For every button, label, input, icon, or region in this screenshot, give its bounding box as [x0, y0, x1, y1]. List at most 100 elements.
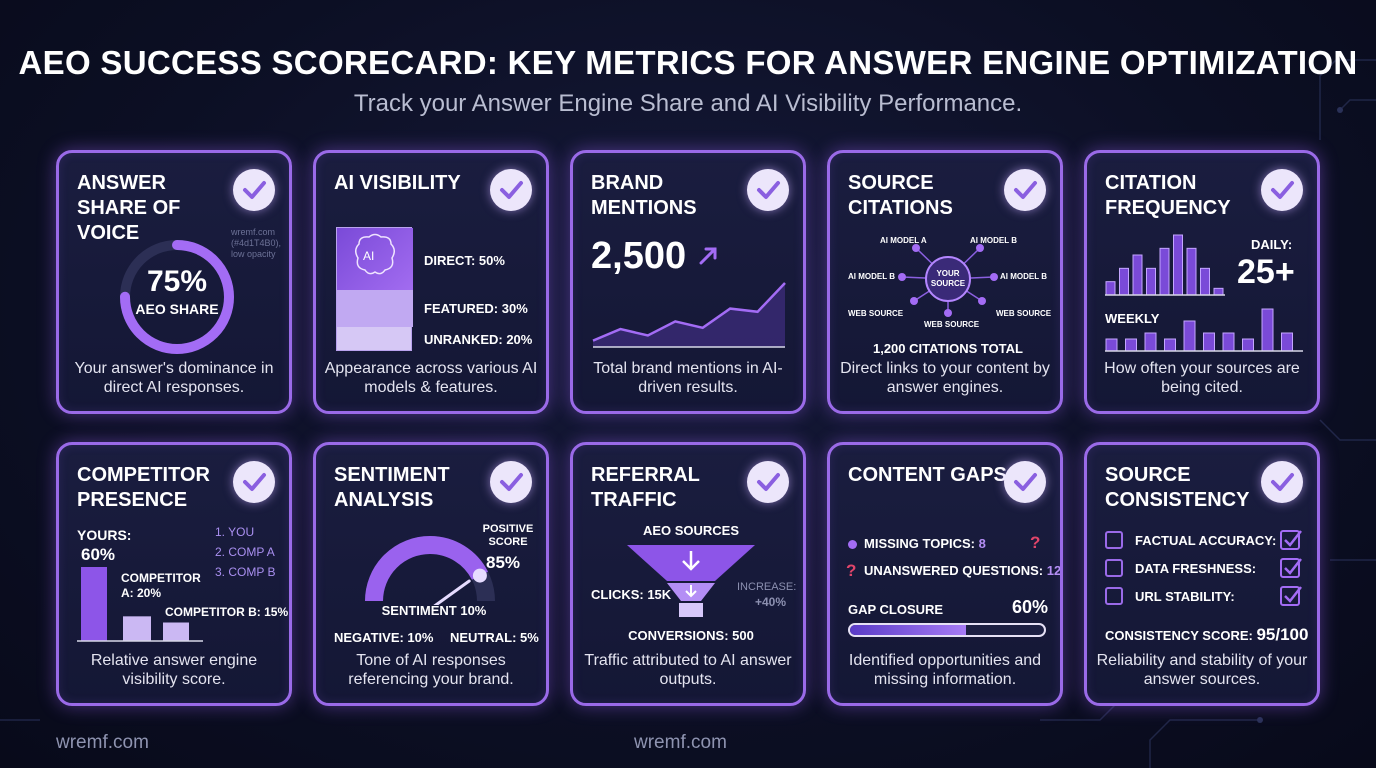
competitor-bar	[123, 616, 151, 641]
neutral-value: NEUTRAL: 5%	[450, 630, 539, 645]
card-description: Relative answer engine visibility score.	[90, 652, 258, 688]
consistency-item: FACTUAL ACCURACY:	[1135, 533, 1277, 548]
consistency-item: URL STABILITY:	[1135, 589, 1235, 604]
card-brand-mentions: BRAND MENTIONS 2,500 Total brand mention…	[570, 150, 806, 414]
card-title: SOURCE CITATIONS	[848, 172, 953, 219]
card-description: Total brand mentions in AI-driven result…	[593, 360, 783, 396]
card-description: Traffic attributed to AI answer outputs.	[584, 652, 792, 688]
checked-box-icon	[1280, 558, 1302, 578]
share-value: 75%	[146, 265, 208, 298]
bullet-icon	[848, 540, 857, 549]
rank-item: 2. COMP A	[215, 545, 275, 559]
check-icon	[1261, 461, 1303, 503]
positive-label: POSITIVE SCORE	[482, 523, 534, 548]
citation-node: WEB SOURCE	[848, 309, 904, 318]
watermark-note: wremf.com (#4d1T4B0), low opacity	[231, 227, 282, 259]
card-title: ANSWER SHARE OF VOICE	[77, 172, 181, 244]
daily-bar	[1132, 254, 1143, 296]
negative-value: NEGATIVE: 10%	[334, 630, 434, 645]
card-title: SOURCE CONSISTENCY	[1105, 464, 1250, 511]
check-icon	[490, 461, 532, 503]
competitor-bar-chart	[77, 567, 203, 642]
card-title: SENTIMENT ANALYSIS	[334, 464, 450, 511]
visibility-direct: DIRECT: 50%	[424, 253, 505, 268]
citation-node: AI MODEL B	[970, 236, 1017, 245]
gap-closure-value: 60%	[1012, 597, 1049, 617]
daily-bar	[1200, 267, 1210, 296]
traffic-funnel	[627, 545, 755, 617]
consistency-item: DATA FRESHNESS:	[1135, 561, 1257, 576]
check-icon	[1261, 169, 1303, 211]
conversions-value: CONVERSIONS: 500	[628, 628, 754, 643]
yours-value: 60%	[81, 545, 116, 564]
positive-value: 85%	[486, 553, 521, 572]
card-source-citations: SOURCE CITATIONS YOUR SOURCE AI MODEL A …	[827, 150, 1063, 414]
page-subtitle: Track your Answer Engine Share and AI Vi…	[353, 90, 1023, 117]
citation-node: AI MODEL A	[880, 236, 927, 245]
card-title: BRAND MENTIONS	[591, 172, 697, 219]
card-description: Reliability and stability of your answer…	[1096, 652, 1308, 688]
consistency-score: CONSISTENCY SCORE: 95/100	[1105, 625, 1309, 644]
competitor-b: COMPETITOR B: 15%	[165, 605, 289, 619]
page-title: AEO SUCCESS SCORECARD: KEY METRICS FOR A…	[18, 44, 1358, 81]
check-icon	[747, 461, 789, 503]
weekly-bar	[1144, 332, 1157, 352]
gap-closure-fill	[850, 625, 967, 635]
card-ai-visibility: AI VISIBILITY AI DIRECT: 50% FEATURED: 3…	[313, 150, 549, 414]
rank-item: 1. YOU	[215, 525, 255, 539]
daily-bar	[1186, 247, 1197, 296]
aeo-sources: AEO SOURCES	[642, 523, 740, 538]
checkbox-icon	[1105, 587, 1123, 605]
citation-center: YOUR SOURCE	[930, 269, 966, 288]
weekly-bar	[1164, 338, 1176, 352]
card-description: Appearance across various AI models & fe…	[324, 360, 538, 396]
check-icon	[233, 461, 275, 503]
mentions-line	[592, 282, 786, 342]
weekly-bar	[1125, 338, 1137, 352]
check-icon	[233, 169, 275, 211]
weekly-bar	[1203, 332, 1215, 352]
weekly-bar-chart	[1105, 308, 1303, 352]
check-icon	[490, 169, 532, 211]
daily-bar	[1159, 247, 1170, 296]
card-description: Your answer's dominance in direct AI res…	[74, 360, 274, 396]
sentiment-gauge	[365, 536, 495, 605]
visibility-featured-segment	[337, 290, 413, 327]
daily-bar-chart	[1105, 234, 1225, 296]
card-description: Direct links to your content by answer e…	[840, 360, 1050, 396]
gap-closure-bar	[848, 623, 1046, 637]
checked-box-icon	[1280, 530, 1302, 550]
mentions-area-chart	[592, 282, 786, 348]
increase-value: +40%	[755, 595, 787, 609]
question-icon: ?	[846, 561, 857, 580]
footer-watermark-center: wremf.com	[634, 732, 727, 753]
weekly-bar	[1281, 332, 1293, 352]
brain-icon	[355, 233, 395, 275]
card-answer-share: ANSWER SHARE OF VOICE wremf.com (#4d1T4B…	[56, 150, 292, 414]
card-referral-traffic: REFERRAL TRAFFIC AEO SOURCES CLICKS: 15K…	[570, 442, 806, 706]
card-title: CONTENT GAPS	[848, 464, 1007, 486]
citations-total: 1,200 CITATIONS TOTAL	[872, 341, 1023, 356]
card-title: CITATION FREQUENCY	[1105, 172, 1231, 219]
citation-network	[898, 244, 998, 317]
unanswered-questions: UNANSWERED QUESTIONS: 12	[864, 563, 1062, 578]
competitor-a: COMPETITOR A: 20%	[121, 571, 201, 600]
daily-bar	[1119, 267, 1129, 296]
competitor-bar	[163, 622, 189, 641]
gap-closure-label: GAP CLOSURE	[848, 602, 944, 617]
daily-value: 25+	[1237, 253, 1295, 291]
checkbox-icon	[1105, 559, 1123, 577]
card-competitor-presence: COMPETITOR PRESENCE YOURS: 60% 1. YOU 2.…	[56, 442, 292, 706]
citation-node: WEB SOURCE	[924, 320, 980, 329]
card-description: Tone of AI responses referencing your br…	[348, 652, 514, 688]
footer-watermark-left: wremf.com	[56, 732, 149, 753]
daily-bar	[1146, 267, 1156, 296]
missing-topics: MISSING TOPICS: 8	[864, 536, 986, 551]
card-source-consistency: SOURCE CONSISTENCY FACTUAL ACCURACY: DAT…	[1084, 442, 1320, 706]
mentions-area	[593, 283, 785, 347]
yours-label: YOURS:	[77, 527, 132, 543]
daily-bar	[1105, 281, 1116, 296]
increase-label: INCREASE:	[737, 581, 797, 593]
share-label: AEO SHARE	[135, 301, 219, 317]
card-title: AI VISIBILITY	[334, 172, 461, 194]
